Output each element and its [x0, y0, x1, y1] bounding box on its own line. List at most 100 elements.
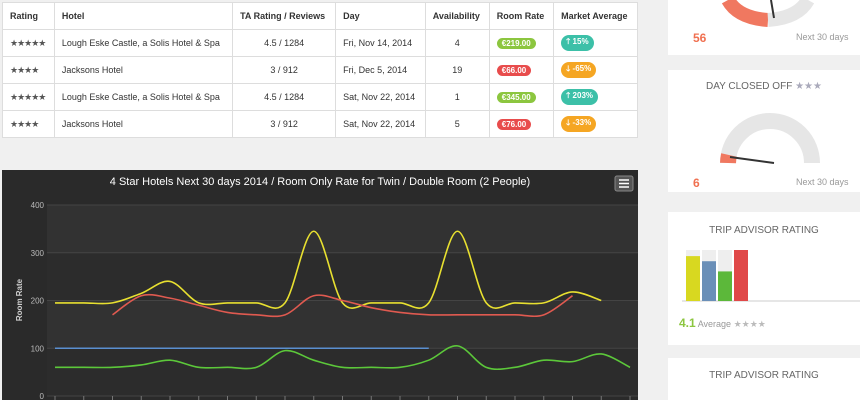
cell: 3 / 912 — [232, 110, 337, 138]
market-value: 203% — [572, 91, 594, 100]
plot-band — [47, 205, 638, 253]
cell: Sat, Nov 22, 2014 — [335, 83, 426, 111]
market-badge: 🡑 203% — [561, 89, 599, 105]
cell: ★★★★ — [2, 110, 55, 138]
cell: €66.00 — [488, 56, 555, 84]
cell: Lough Eske Castle, a Solis Hotel & Spa — [53, 29, 234, 57]
cell: Sat, Nov 22, 2014 — [335, 110, 426, 138]
y-tick-label: 300 — [31, 249, 45, 258]
widget-title: TRIP ADVISOR RATING — [709, 370, 819, 381]
widget-ta: TRIP ADVISOR RATING 4.1 Average ★★★★ — [668, 212, 860, 345]
cell: Lough Eske Castle, a Solis Hotel & Spa — [53, 83, 234, 111]
value: 56 — [693, 31, 707, 45]
plot-band — [47, 252, 638, 301]
series-line — [112, 293, 573, 318]
stars: ★★★★ — [10, 64, 39, 75]
column-header: Availability — [424, 2, 490, 30]
cell: €345.00 — [488, 83, 555, 111]
cell: 1 — [424, 83, 490, 111]
widget-title: DAY CLOSED OFF ★★★ — [668, 81, 860, 92]
cell: 🡓 -33% — [553, 110, 638, 138]
table-row: ★★★★ Jacksons Hotel 3 / 912 Fri, Dec 5, 201… — [2, 56, 638, 84]
note: Next 30 days — [796, 177, 849, 187]
arrow-icon: 🡑 — [566, 91, 573, 100]
series-line — [55, 345, 631, 371]
bar — [686, 256, 700, 301]
cell: 🡑 203% — [553, 83, 638, 111]
cell: ★★★★★ — [2, 29, 55, 57]
cell: Jacksons Hotel — [53, 110, 234, 138]
cell: Fri, Dec 5, 2014 — [335, 56, 426, 84]
market-badge: 🡓 -65% — [561, 62, 597, 78]
plot-band — [47, 348, 638, 396]
cell: 19 — [424, 56, 490, 84]
cell: 🡑 15% — [553, 29, 638, 57]
column-header: Day — [335, 2, 426, 30]
chart: 4 Star Hotels Next 30 days 2014 / Room O… — [2, 170, 638, 400]
gauge — [720, 113, 820, 164]
column-header: Room Rate — [488, 2, 555, 30]
cell: Fri, Nov 14, 2014 — [335, 29, 426, 57]
y-tick-label: 200 — [31, 297, 45, 306]
hotel-table: Rating Hotel TA Rating / Reviews Day Availab… — [2, 2, 638, 138]
value: 6 — [693, 176, 700, 190]
arrow-icon: 🡓 — [566, 64, 573, 73]
widget-closed: DAY CLOSED OFF ★★★ 6 Next 30 days — [668, 70, 860, 192]
y-tick-label: 400 — [31, 201, 45, 210]
market-value: -33% — [572, 118, 592, 127]
cell: 4.5 / 1284 — [232, 83, 337, 111]
column-header: Rating — [2, 2, 55, 30]
rate-badge: €66.00 — [496, 64, 532, 76]
plot-band — [47, 300, 638, 349]
market-badge: 🡑 15% — [561, 35, 594, 51]
cell: €76.00 — [488, 110, 555, 138]
caption: Average — [697, 319, 732, 329]
cell: €219.00 — [488, 29, 555, 57]
bar — [734, 250, 748, 301]
note: Next 30 days — [796, 32, 849, 42]
stars: ★★★★ — [10, 118, 39, 129]
column-header: Market Average — [553, 2, 638, 30]
average: 4.1 Average ★★★★ — [679, 316, 766, 330]
cell: 3 / 912 — [232, 56, 337, 84]
bar — [702, 261, 716, 301]
cell: ★★★★★ — [2, 83, 55, 111]
column-header: TA Rating / Reviews — [232, 2, 337, 30]
cell: ★★★★ — [2, 56, 55, 84]
cell: 5 — [424, 110, 490, 138]
score: 4.1 — [679, 316, 696, 330]
chart-title: 4 Star Hotels Next 30 days 2014 / Room O… — [110, 176, 530, 188]
arrow-icon: 🡑 — [566, 37, 573, 46]
menu-icon[interactable] — [614, 175, 634, 192]
y-tick-label: 0 — [40, 392, 45, 400]
table-row: ★★★★ Jacksons Hotel 3 / 912 Sat, Nov 22, 20… — [2, 110, 638, 138]
market-value: -65% — [572, 64, 592, 73]
stars: ★★★★ — [733, 319, 766, 329]
cell: 4.5 / 1284 — [232, 29, 337, 57]
table-row: ★★★★★ Lough Eske Castle, a Solis Hotel & … — [2, 83, 638, 111]
y-tick-label: 100 — [31, 344, 45, 353]
stars: ★★★★★ — [10, 91, 46, 102]
rate-badge: €76.00 — [496, 118, 532, 130]
series-line — [55, 230, 602, 309]
bar-chart — [682, 250, 860, 302]
stars: ★★★ — [795, 81, 822, 92]
stars: ★★★★★ — [10, 37, 46, 48]
bar — [718, 271, 732, 301]
widget-ta-2: TRIP ADVISOR RATING — [668, 358, 860, 400]
title: DAY CLOSED OFF — [705, 81, 793, 92]
rate-badge: €345.00 — [496, 91, 536, 103]
cell: 4 — [424, 29, 490, 57]
gauge — [721, 0, 815, 27]
table-row: ★★★★★ Lough Eske Castle, a Solis Hotel & … — [2, 29, 638, 57]
y-axis-label: Room Rate — [15, 278, 24, 321]
market-value: 15% — [572, 37, 589, 46]
market-badge: 🡓 -33% — [561, 116, 597, 132]
arrow-icon: 🡓 — [566, 118, 573, 127]
cell: 🡓 -65% — [553, 56, 638, 84]
column-header: Hotel — [53, 2, 234, 30]
widget-title: TRIP ADVISOR RATING — [709, 225, 819, 236]
rate-badge: €219.00 — [496, 37, 536, 49]
cell: Jacksons Hotel — [53, 56, 234, 84]
